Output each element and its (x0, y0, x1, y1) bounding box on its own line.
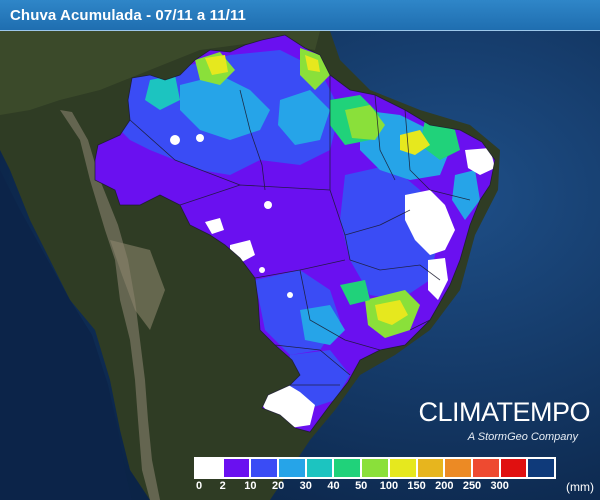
legend-label: 300 (490, 480, 509, 492)
legend-color-scale (194, 457, 556, 479)
legend-label: 200 (435, 480, 454, 492)
brand-logo: CLIMATEMPO A StormGeo Company (418, 398, 590, 443)
legend-label: 100 (379, 480, 399, 492)
legend-swatch (278, 458, 306, 478)
legend-label: 250 (462, 480, 482, 492)
land-north (0, 31, 320, 115)
legend-label: 50 (355, 480, 368, 492)
legend-unit: (mm) (566, 480, 594, 494)
legend-label: 150 (407, 480, 426, 492)
legend-swatch (471, 458, 500, 478)
legend-label: 0 (195, 480, 203, 492)
brand-tagline: A StormGeo Company (467, 431, 578, 443)
legend-swatch (305, 458, 334, 478)
legend-label: 10 (244, 480, 257, 492)
andes-ridge (60, 110, 160, 500)
legend-swatch (250, 458, 279, 478)
legend-swatch (195, 458, 223, 478)
legend-label: 30 (299, 480, 312, 492)
pacific-ocean (0, 170, 132, 500)
legend-swatch (361, 458, 389, 478)
legend-label: 40 (327, 480, 340, 492)
legend-swatch (333, 458, 362, 478)
legend-swatch (499, 458, 528, 478)
precipitation-legend: 0 2 10 20 30 40 50 100 150 200 250 300 (mm) (194, 457, 594, 495)
legend-label: 20 (271, 480, 285, 492)
map-title: Chuva Acumulada - 07/11 a 11/11 (10, 7, 247, 24)
legend-swatch (388, 458, 417, 478)
brand-name: CLIMATEMPO (418, 397, 590, 427)
legend-labels: 0 2 10 20 30 40 50 100 150 200 250 300 (194, 479, 594, 495)
state-borders (94, 34, 496, 433)
title-bar: Chuva Acumulada - 07/11 a 11/11 (0, 0, 600, 31)
legend-swatch (222, 458, 251, 478)
rainfall-map (0, 31, 600, 500)
andes-highlands (110, 240, 165, 330)
legend-label: 2 (219, 480, 226, 492)
legend-swatch (527, 458, 555, 478)
legend-swatch (444, 458, 472, 478)
legend-swatch (416, 458, 445, 478)
